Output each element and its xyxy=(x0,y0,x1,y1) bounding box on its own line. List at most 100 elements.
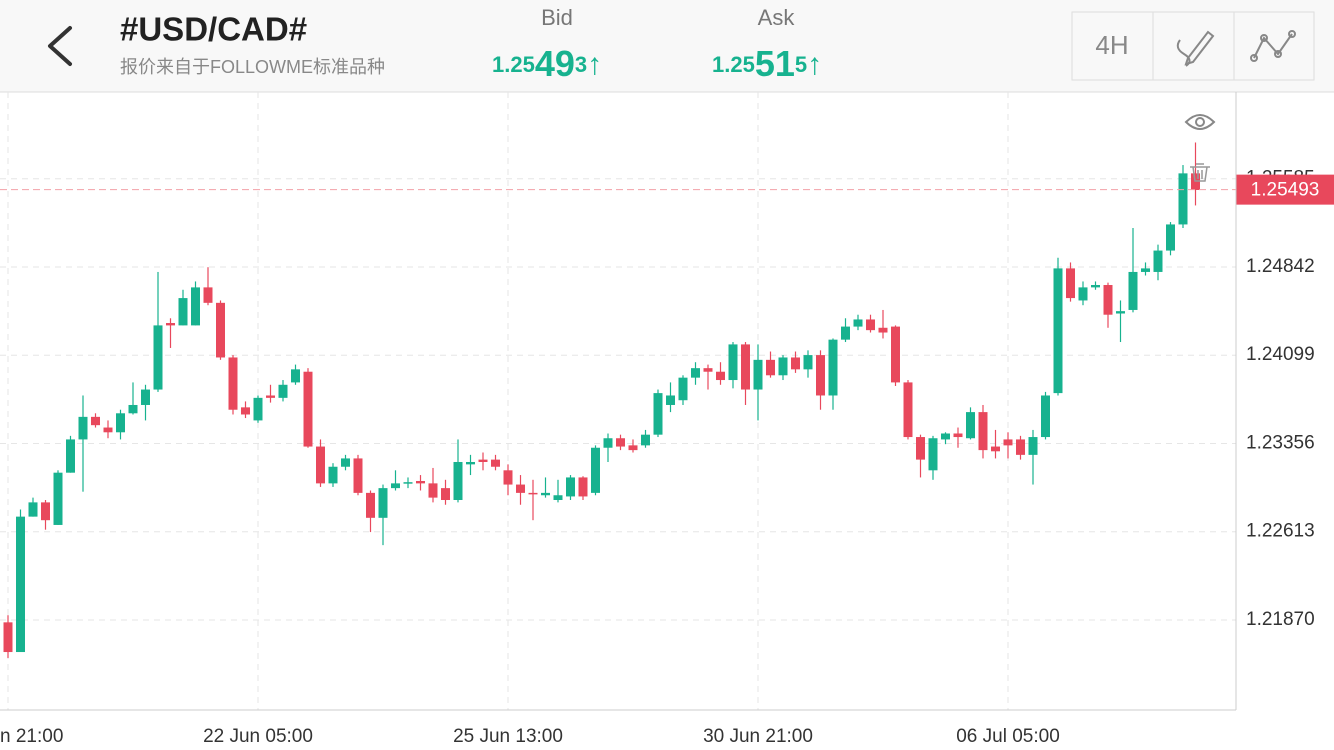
candle-body xyxy=(166,323,175,326)
candle-body xyxy=(928,438,938,471)
candle-body xyxy=(653,393,663,435)
candle-body xyxy=(841,326,850,340)
candle-body xyxy=(216,302,225,358)
candle-body xyxy=(416,480,425,484)
candle-body xyxy=(78,416,88,440)
candle-body xyxy=(878,327,888,333)
candle-body xyxy=(16,516,25,653)
candle-body xyxy=(1116,311,1125,314)
price-part: ↑ xyxy=(807,48,822,81)
candle-body xyxy=(1016,439,1025,455)
candle-body xyxy=(1153,250,1163,272)
candle-body xyxy=(566,477,575,497)
back-button[interactable] xyxy=(48,26,72,66)
candle-body xyxy=(266,395,275,398)
candle-body xyxy=(1141,268,1150,272)
candle-body xyxy=(203,287,213,303)
candle-body xyxy=(916,437,925,460)
candle-body xyxy=(903,382,913,438)
candle-body xyxy=(66,439,75,473)
candle-body xyxy=(41,502,50,521)
candle-body xyxy=(1091,285,1100,288)
current-price-box xyxy=(1236,174,1334,205)
candle-body xyxy=(591,447,600,493)
candle-body xyxy=(791,357,800,370)
candle-body xyxy=(128,404,138,414)
subtitle: 报价来自于FOLLOWME标准品种 xyxy=(120,57,385,77)
candle-body xyxy=(816,355,825,396)
candle-body xyxy=(641,434,650,446)
candle-body xyxy=(966,412,975,439)
candle-body xyxy=(291,369,300,383)
toolbar xyxy=(1071,11,1315,81)
current-price-label: 1.25493 xyxy=(1251,180,1320,201)
candle-body xyxy=(941,433,950,440)
price-part: 51 xyxy=(755,43,795,84)
candle-body xyxy=(116,413,125,433)
candle-body xyxy=(91,416,100,426)
y-tick-label: 1.22613 xyxy=(1246,521,1315,542)
candle-body xyxy=(828,339,838,396)
candle-body xyxy=(391,483,400,489)
candle-body xyxy=(403,482,413,484)
candle-body xyxy=(1003,439,1013,446)
candle-body xyxy=(541,492,550,496)
candle-body xyxy=(328,466,338,484)
bid-price: 1.25493↑ xyxy=(492,43,602,84)
plot: 1.218701.226131.233561.240991.248421.255… xyxy=(0,92,1334,747)
candle-body xyxy=(366,492,375,518)
candle-body xyxy=(378,488,388,518)
candle-body xyxy=(1078,287,1088,301)
candle-body xyxy=(678,377,688,401)
candle-body xyxy=(428,483,438,498)
candle-body xyxy=(528,492,538,495)
candle-body xyxy=(253,397,263,421)
indicator-button[interactable] xyxy=(1250,30,1296,62)
price: 1.25515↑ xyxy=(712,43,822,84)
candle-body xyxy=(341,458,350,467)
candle-body xyxy=(103,427,113,433)
delete-icon[interactable] xyxy=(1190,163,1210,182)
x-tick-label: 22 Jun 05:00 xyxy=(203,726,313,747)
candle-body xyxy=(1066,268,1075,299)
candle-body xyxy=(778,357,788,376)
candle-body xyxy=(453,461,463,501)
eye-icon[interactable] xyxy=(1184,114,1216,130)
price: 1.25493↑ xyxy=(492,43,602,84)
candle-body xyxy=(991,446,1000,452)
candle-body xyxy=(466,461,475,465)
x-tick-label: 06 Jul 05:00 xyxy=(956,726,1060,747)
candle-body xyxy=(728,344,738,381)
price-part: ↑ xyxy=(587,48,602,81)
timeframe-button[interactable]: 4H xyxy=(1095,30,1128,60)
candle-body xyxy=(716,371,725,381)
candle-body xyxy=(616,438,625,447)
candle-body xyxy=(478,459,488,462)
candle-body xyxy=(353,458,363,493)
draw-button[interactable] xyxy=(1176,30,1215,67)
candle-body xyxy=(241,407,250,415)
bid-label: Bid xyxy=(541,5,573,30)
y-tick-label: 1.24842 xyxy=(1246,256,1315,277)
price-part: 1.25 xyxy=(492,52,535,77)
candle-body xyxy=(753,359,763,390)
candle-body xyxy=(803,355,813,370)
candle-body xyxy=(1028,437,1038,455)
price-part: 5 xyxy=(795,52,807,77)
ask-label: Ask xyxy=(758,5,796,30)
candle-body xyxy=(691,368,700,378)
candle-body xyxy=(503,470,513,485)
candle-body xyxy=(53,472,63,525)
ask-price: 1.25515↑ xyxy=(712,43,822,84)
candle-body xyxy=(741,344,750,390)
symbol: #USD/CAD# xyxy=(120,11,307,48)
candle-body xyxy=(578,477,588,497)
price-part: 1.25 xyxy=(712,52,755,77)
y-tick-label: 1.23356 xyxy=(1246,432,1315,453)
candle-body xyxy=(603,438,613,448)
candle-body xyxy=(703,368,713,372)
candle-body xyxy=(953,433,963,438)
candle-body xyxy=(1166,224,1175,251)
